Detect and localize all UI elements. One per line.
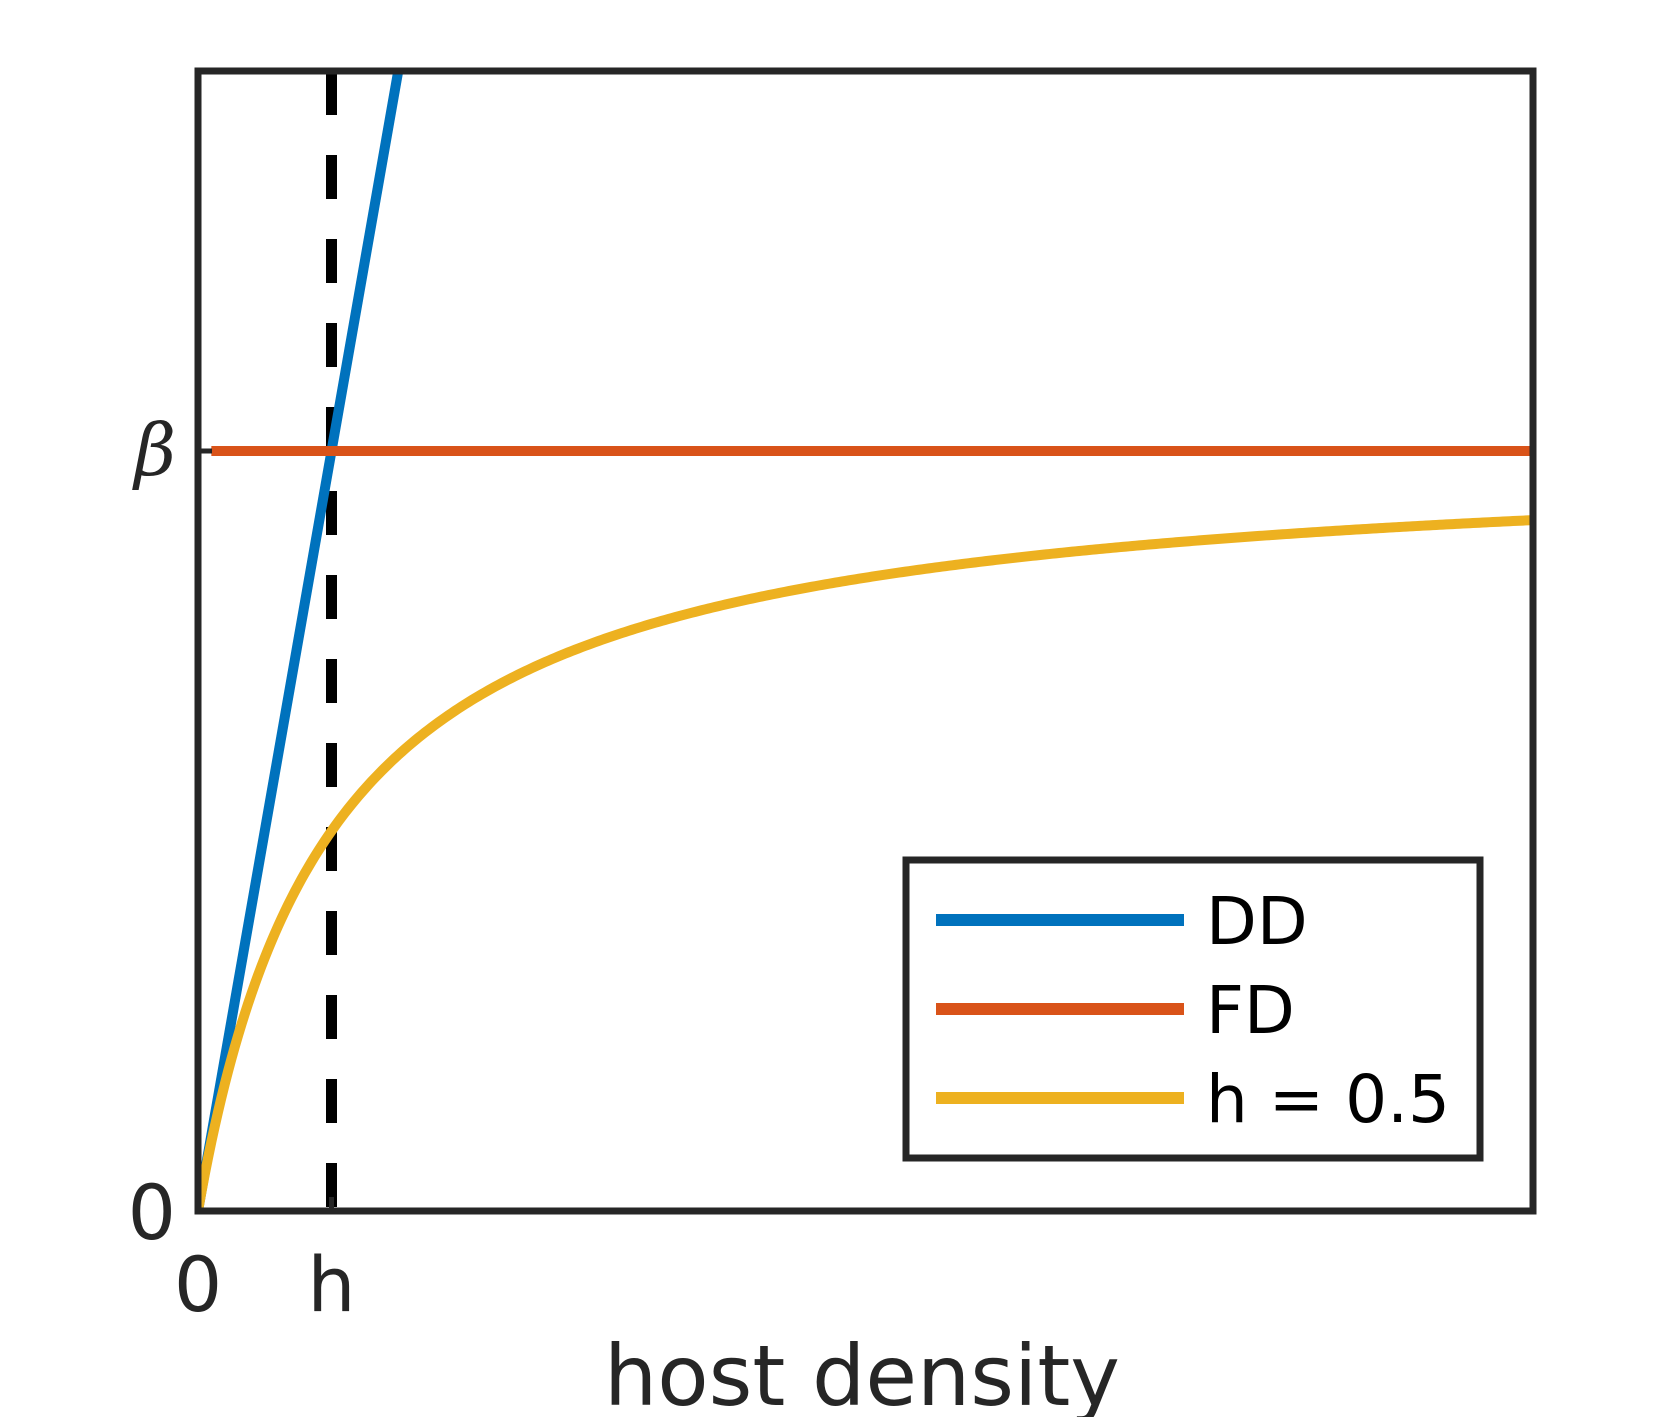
series-line-3 bbox=[198, 515, 1533, 1211]
series-line-1 bbox=[198, 71, 404, 1211]
plot-lines bbox=[198, 71, 1533, 1211]
plot-frame bbox=[194, 67, 1537, 1215]
y-tick-label-1: 0 bbox=[128, 1168, 176, 1257]
legend: DD FD h = 0.5 bbox=[902, 856, 1484, 1162]
y-tick-label-2: β bbox=[131, 408, 176, 492]
axis-ticks bbox=[195, 448, 334, 1214]
x-axis-label: host density bbox=[604, 1327, 1120, 1417]
tick-labels: 0 h0β bbox=[128, 408, 356, 1329]
x-tick-label-1: 0 bbox=[174, 1240, 222, 1329]
x-tick-label-2: h bbox=[307, 1240, 355, 1329]
legend-label-3: h = 0.5 bbox=[1206, 1061, 1450, 1138]
legend-label-1: DD bbox=[1206, 883, 1308, 960]
legend-label-2: FD bbox=[1206, 972, 1295, 1049]
